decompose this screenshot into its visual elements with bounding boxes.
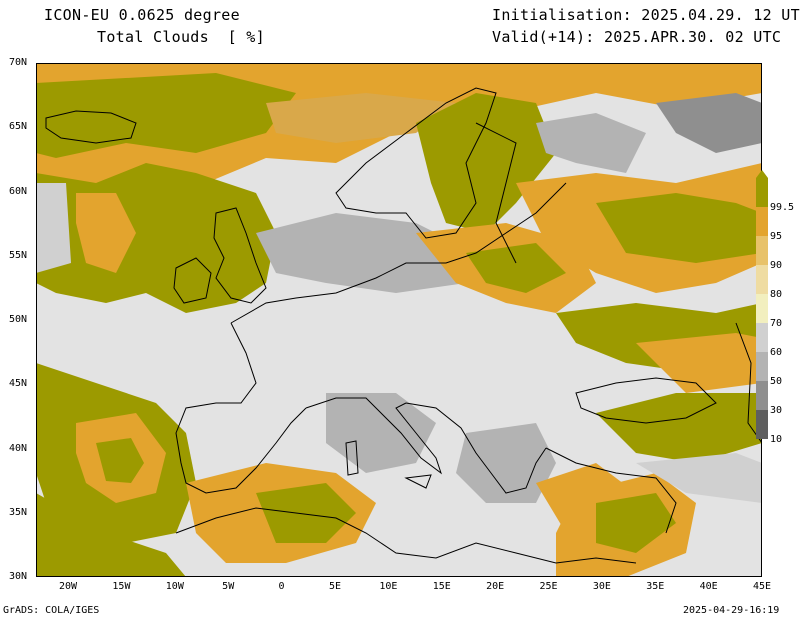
lat-label: 65N (9, 121, 28, 133)
colorbar-segment (756, 207, 768, 236)
colorbar: 10 30 50 60 70 80 90 95 99.5 (756, 170, 794, 442)
colorbar-level-label: 60 (770, 347, 782, 358)
lat-label: 35N (9, 506, 28, 518)
cloud-map (36, 63, 762, 577)
model-title: ICON-EU 0.0625 degree (44, 6, 240, 24)
lon-label: 40E (699, 581, 718, 592)
colorbar-segment (756, 352, 768, 381)
init-time: Initialisation: 2025.04.29. 12 UTC (492, 6, 800, 24)
lat-label: 70N (9, 57, 28, 68)
cloud-field (36, 63, 762, 577)
colorbar-level-label: 95 (770, 231, 782, 242)
valid-time: Valid(+14): 2025.APR.30. 02 UTC (492, 28, 782, 46)
lon-label: 15W (112, 581, 131, 592)
lat-label: 50N (9, 314, 28, 325)
colorbar-segment (756, 381, 768, 410)
colorbar-top-arrow (756, 170, 768, 178)
colorbar-segment (756, 265, 768, 294)
lat-label: 60N (9, 185, 28, 197)
lon-label: 5E (328, 581, 341, 592)
colorbar-segment (756, 410, 768, 439)
coastlines (45, 87, 762, 564)
lat-label: 45N (9, 378, 28, 390)
lon-label: 35E (646, 581, 665, 592)
lon-label: 15E (432, 581, 451, 592)
lon-label: 10E (379, 581, 398, 592)
lon-label: 20W (59, 581, 78, 592)
colorbar-level-label: 80 (770, 289, 782, 300)
colorbar-level-label: 10 (770, 434, 782, 442)
colorbar-level-label: 90 (770, 260, 782, 271)
colorbar-segment (756, 323, 768, 352)
colorbar-segment (756, 236, 768, 265)
map-canvas (36, 63, 762, 577)
colorbar-level-label: 50 (770, 376, 782, 387)
lat-label: 55N (9, 249, 28, 261)
lon-label: 45E (753, 581, 772, 592)
grads-credit: GrADS: COLA/IGES (3, 605, 100, 616)
colorbar-level-label: 99.5 (770, 202, 794, 213)
variable-title: Total Clouds [ %] (97, 28, 265, 46)
lon-label: 10W (165, 581, 184, 592)
lon-label: 5W (222, 581, 235, 592)
colorbar-level-label: 70 (770, 318, 782, 329)
lat-label: 40N (9, 442, 28, 454)
lat-label: 30N (9, 571, 28, 582)
colorbar-segment (756, 294, 768, 323)
lon-label: 25E (539, 581, 558, 592)
colorbar-level-label: 30 (770, 405, 782, 416)
lon-label: 20E (486, 581, 505, 592)
lon-label: 30E (592, 581, 611, 592)
render-timestamp: 2025-04-29-16:19 (683, 605, 780, 616)
lon-label: 0 (278, 581, 285, 592)
colorbar-segment (756, 178, 768, 207)
